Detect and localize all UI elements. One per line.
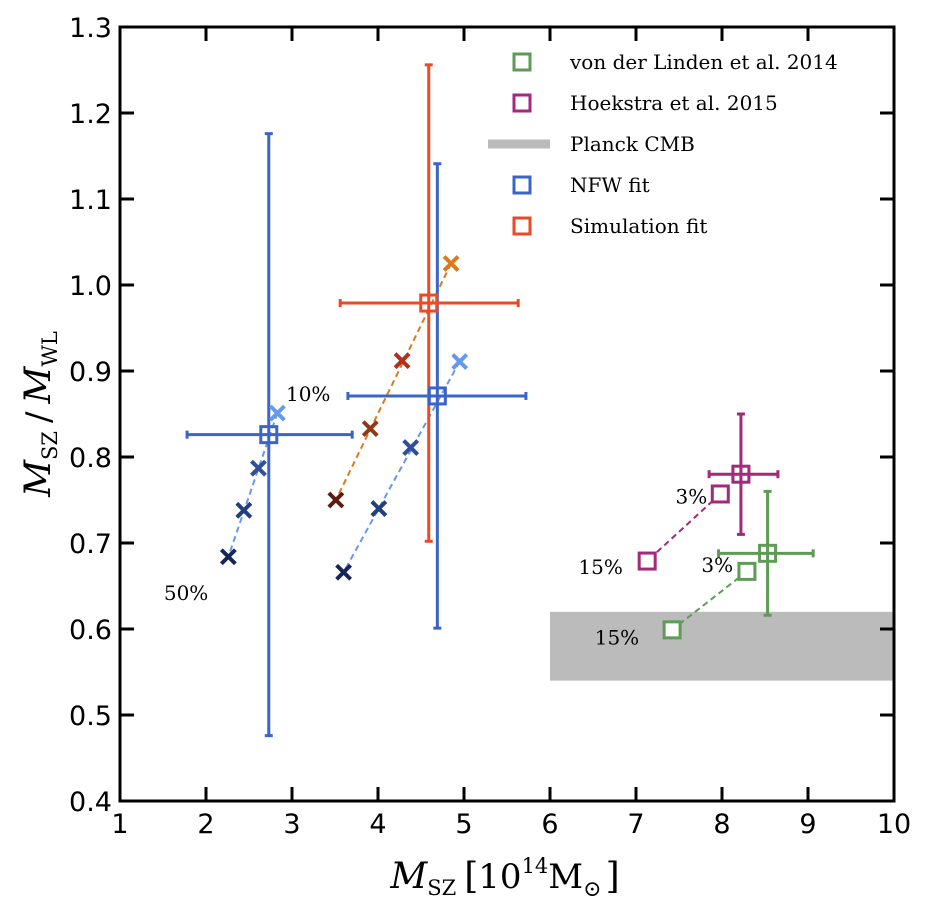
legend-marker-square [512,93,532,113]
legend-label: Simulation fit [570,214,707,238]
legend-label: NFW fit [570,173,650,197]
axes-layer [118,25,896,803]
cross-marker [442,255,460,272]
y-axis-label: MSZ/MWL [18,331,62,498]
legend-marker-square [512,52,532,72]
sequence-dashed-line [334,263,452,501]
y-tick-label: 1.3 [69,13,112,44]
cross-marker [327,491,345,509]
legend-label: Planck CMB [570,132,695,156]
cross-marker [268,404,286,422]
cross-marker [335,563,353,581]
square-marker [737,561,757,581]
cross-marker [235,501,253,519]
x-axis-label: MSZ [1014M⊙] [389,854,619,902]
cross-marker [402,439,420,456]
legend-marker-square [512,175,532,195]
legend-label: Hoekstra et al. 2015 [570,91,778,115]
y-tick-label: 0.7 [69,529,112,560]
x-tick-label: 2 [197,809,214,840]
x-tick-label: 9 [799,809,816,840]
x-tick-label: 6 [541,809,558,840]
band-layer [550,611,894,681]
y-tick-label: 0.5 [69,701,112,732]
errorbar-layer [185,63,815,738]
errorbar-square-marker [427,386,447,406]
sequence-line-layer [227,263,748,631]
errorbar-square-marker [419,293,439,313]
x-tick-label: 3 [283,809,300,840]
percent-annotation: 15% [578,555,622,579]
cross-marker [250,459,267,477]
y-tick-label: 0.6 [69,615,112,646]
text-layer: 1 2 3 4 5 6 7 8 9 10 0.4 0.5 0.6 0.7 0.8 0.9 1.0 1.1 1.2 1.… [69,13,911,840]
square-marker [662,620,682,640]
plot-frame [118,25,896,803]
marker-layer [219,255,778,640]
cross-marker [451,353,469,370]
errorbar-square-marker [259,425,279,445]
y-tick-label: 0.8 [69,443,112,474]
percent-annotation: 3% [701,553,733,577]
y-tick-label: 1.2 [69,99,112,130]
cross-marker [361,420,379,438]
errorbar-square-marker [758,543,778,563]
sequence-dashed-line [646,493,721,562]
y-tick-label: 0.9 [69,357,112,388]
x-tick-label: 7 [627,809,644,840]
errorbar-square-marker [731,464,751,484]
square-marker [710,484,730,504]
percent-annotation: 3% [676,484,708,508]
y-tick-label: 1.1 [69,185,112,216]
percent-annotation: 50% [164,581,208,605]
x-tick-label: 8 [713,809,730,840]
sequence-dashed-line [671,570,748,631]
y-tick-label: 1.0 [69,271,112,302]
sequence-dashed-line [342,361,461,573]
x-tick-label: 1 [111,809,128,840]
planck-band [550,611,894,681]
percent-annotation: 15% [595,625,639,649]
percent-annotation: 10% [286,382,330,406]
cross-marker [393,352,411,370]
cross-marker [370,500,388,518]
legend-marker-square [512,216,532,236]
x-tick-label: 5 [455,809,472,840]
legend-label: von der Linden et al. 2014 [569,50,838,74]
y-tick-label: 0.4 [69,787,112,818]
square-marker [637,551,657,571]
x-tick-label: 4 [369,809,386,840]
x-tick-label: 10 [877,809,911,840]
cross-marker [219,548,237,566]
